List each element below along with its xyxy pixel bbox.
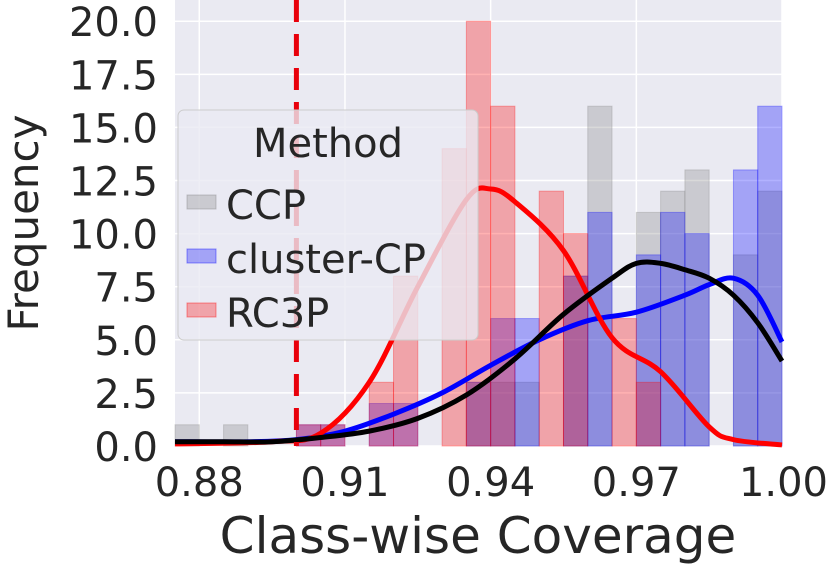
legend-label: cluster-CP bbox=[226, 237, 426, 283]
y-tick-label: 15.0 bbox=[69, 106, 158, 152]
y-tick-label: 0.0 bbox=[94, 425, 158, 471]
bar-ccp bbox=[587, 105, 613, 447]
kde-rc3p bbox=[174, 185, 783, 448]
y-tick-label: 2.5 bbox=[94, 372, 158, 418]
legend-swatch bbox=[186, 194, 217, 210]
x-axis-title: Class-wise Coverage bbox=[220, 507, 737, 565]
x-tick-label: 0.94 bbox=[446, 460, 535, 506]
y-tick-label: 5.0 bbox=[94, 319, 158, 365]
y-tick-label: 17.5 bbox=[69, 53, 158, 99]
y-tick-label: 7.5 bbox=[94, 266, 158, 312]
kde-ccp bbox=[175, 259, 785, 445]
legend-swatch bbox=[186, 302, 217, 318]
legend-label: CCP bbox=[226, 183, 306, 229]
bar-cluster-cp bbox=[635, 254, 662, 447]
y-tick-label: 20.0 bbox=[69, 0, 158, 46]
bar-rc3p bbox=[611, 318, 637, 447]
legend-box bbox=[177, 109, 479, 341]
bar-cluster-cp bbox=[660, 211, 686, 447]
x-tick-label: 0.97 bbox=[592, 460, 681, 506]
bar-ccp bbox=[732, 254, 759, 447]
x-tick-label: 1.00 bbox=[739, 460, 828, 506]
bar-ccp bbox=[635, 211, 662, 447]
legend-label: RC3P bbox=[226, 291, 329, 337]
legend: Method CCP cluster-CP RC3P bbox=[177, 109, 479, 341]
bar-cluster-cp bbox=[490, 318, 516, 447]
y-tick-labels: 0.0 2.5 5.0 7.5 10.0 12.5 15.0 17.5 20.0 bbox=[69, 0, 158, 471]
histogram-bars bbox=[174, 20, 783, 447]
x-tick-labels: 0.88 0.91 0.94 0.97 1.00 bbox=[155, 460, 828, 506]
legend-title: Method bbox=[253, 121, 403, 167]
y-axis-title: Frequency bbox=[0, 115, 48, 332]
bar-ccp bbox=[514, 381, 540, 447]
x-tick-label: 0.88 bbox=[155, 460, 244, 506]
bar-cluster-cp bbox=[757, 105, 783, 447]
bar-ccp bbox=[490, 381, 516, 447]
density-curves bbox=[174, 185, 785, 448]
bar-rc3p bbox=[635, 381, 662, 447]
y-tick-label: 10.0 bbox=[69, 213, 158, 259]
legend-swatch bbox=[186, 248, 217, 264]
x-tick-label: 0.91 bbox=[300, 460, 389, 506]
bar-rc3p bbox=[562, 233, 589, 447]
y-tick-label: 12.5 bbox=[69, 160, 158, 206]
bar-ccp bbox=[660, 190, 686, 447]
bar-rc3p bbox=[490, 105, 516, 447]
